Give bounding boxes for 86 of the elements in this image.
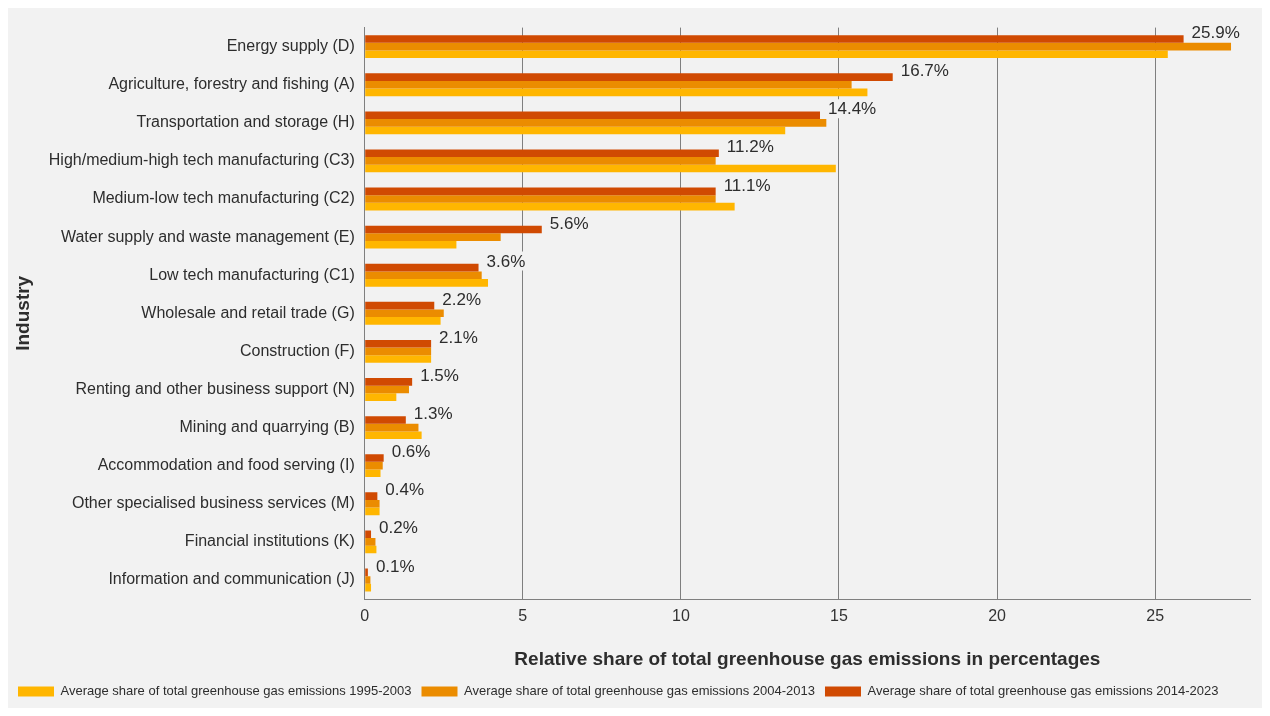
- y-tick-label: Transportation and storage (H): [136, 113, 355, 131]
- bar: [365, 225, 542, 234]
- bar: [365, 393, 397, 401]
- bar: [365, 317, 441, 325]
- data-label: 1.5%: [420, 366, 459, 386]
- bar: [365, 202, 735, 211]
- bar: [365, 423, 419, 432]
- y-tick-label: Information and communication (J): [108, 570, 355, 588]
- bar: [365, 339, 432, 348]
- legend-label: Average share of total greenhouse gas emissions 1995-2003: [60, 683, 412, 699]
- bar: [365, 507, 380, 516]
- data-label: 1.3%: [413, 404, 453, 424]
- y-axis-title: Industry: [11, 275, 33, 351]
- bar: [365, 157, 716, 165]
- legend-label: Average share of total greenhouse gas emissions 2014-2023: [867, 683, 1219, 699]
- bar: [365, 240, 457, 249]
- bar: [365, 545, 377, 554]
- bar: [365, 187, 716, 196]
- bar: [365, 73, 893, 81]
- x-tick-label: 10: [671, 607, 690, 625]
- data-label: 0.1%: [375, 556, 415, 576]
- y-tick-label: Renting and other business support (N): [75, 379, 355, 397]
- bar: [365, 80, 852, 89]
- y-tick-label: Other specialised business services (M): [71, 494, 355, 512]
- bar: [365, 263, 479, 272]
- bar: [365, 301, 435, 310]
- bar: [365, 50, 1168, 59]
- bar: [365, 355, 432, 363]
- data-label: 0.4%: [385, 480, 425, 500]
- data-label: 11.1%: [723, 175, 771, 195]
- bar: [365, 378, 413, 386]
- data-label: 11.2%: [726, 137, 774, 157]
- x-tick-label: 5: [518, 607, 528, 625]
- data-label: 25.9%: [1191, 23, 1240, 43]
- bar: [365, 271, 482, 280]
- bar: [365, 583, 372, 592]
- bar: [365, 416, 406, 424]
- data-label: 2.1%: [439, 327, 478, 347]
- bar: [365, 195, 716, 203]
- bar: [365, 461, 383, 470]
- data-label: 0.2%: [379, 518, 418, 538]
- x-tick-label: 0: [360, 607, 370, 625]
- y-tick-label: Construction (F): [240, 341, 355, 359]
- y-tick-label: Energy supply (D): [226, 37, 355, 55]
- data-label: 14.4%: [828, 99, 877, 119]
- data-label: 3.6%: [486, 251, 526, 271]
- bar: [365, 530, 372, 539]
- data-label: 5.6%: [549, 213, 589, 233]
- bar: [365, 233, 501, 241]
- y-tick-label: Mining and quarrying (B): [179, 417, 355, 435]
- bar: [365, 42, 1232, 51]
- bar: [365, 88, 868, 97]
- data-label: 16.7%: [900, 61, 949, 81]
- y-tick-label: High/medium-high tech manufacturing (C3): [48, 151, 355, 169]
- bar: [365, 309, 444, 318]
- bar: [365, 431, 422, 440]
- bar: [365, 347, 432, 356]
- x-tick-label: 15: [830, 607, 848, 625]
- y-tick-label: Low tech manufacturing (C1): [149, 265, 355, 283]
- x-axis-title: Relative share of total greenhouse gas emissions in percentages: [514, 647, 1101, 669]
- bar: [365, 164, 836, 173]
- bar: [365, 149, 719, 158]
- legend-label: Average share of total greenhouse gas emissions 2004-2013: [463, 683, 815, 699]
- y-tick-label: Financial institutions (K): [184, 532, 355, 550]
- bar: [365, 492, 378, 500]
- y-tick-label: Accommodation and food serving (I): [97, 456, 355, 474]
- bar: [365, 576, 371, 584]
- data-label: 0.6%: [391, 442, 431, 462]
- bar: [365, 385, 409, 394]
- x-tick-label: 20: [988, 607, 1007, 625]
- y-tick-label: Water supply and waste management (E): [60, 227, 355, 245]
- y-tick-label: Wholesale and retail trade (G): [141, 303, 355, 321]
- x-tick-label: 25: [1146, 607, 1165, 625]
- bar: [365, 499, 380, 508]
- y-tick-label: Medium-low tech manufacturing (C2): [92, 189, 355, 207]
- y-tick-label: Agriculture, forestry and fishing (A): [108, 75, 355, 93]
- bar: [365, 111, 820, 120]
- bar: [365, 454, 384, 462]
- bar: [365, 568, 368, 577]
- data-label: 2.2%: [442, 289, 482, 309]
- bar: [365, 119, 827, 127]
- bar: [365, 126, 786, 135]
- bar: [365, 538, 376, 546]
- bar: [365, 279, 489, 287]
- bar: [365, 469, 381, 478]
- bar: [365, 35, 1184, 43]
